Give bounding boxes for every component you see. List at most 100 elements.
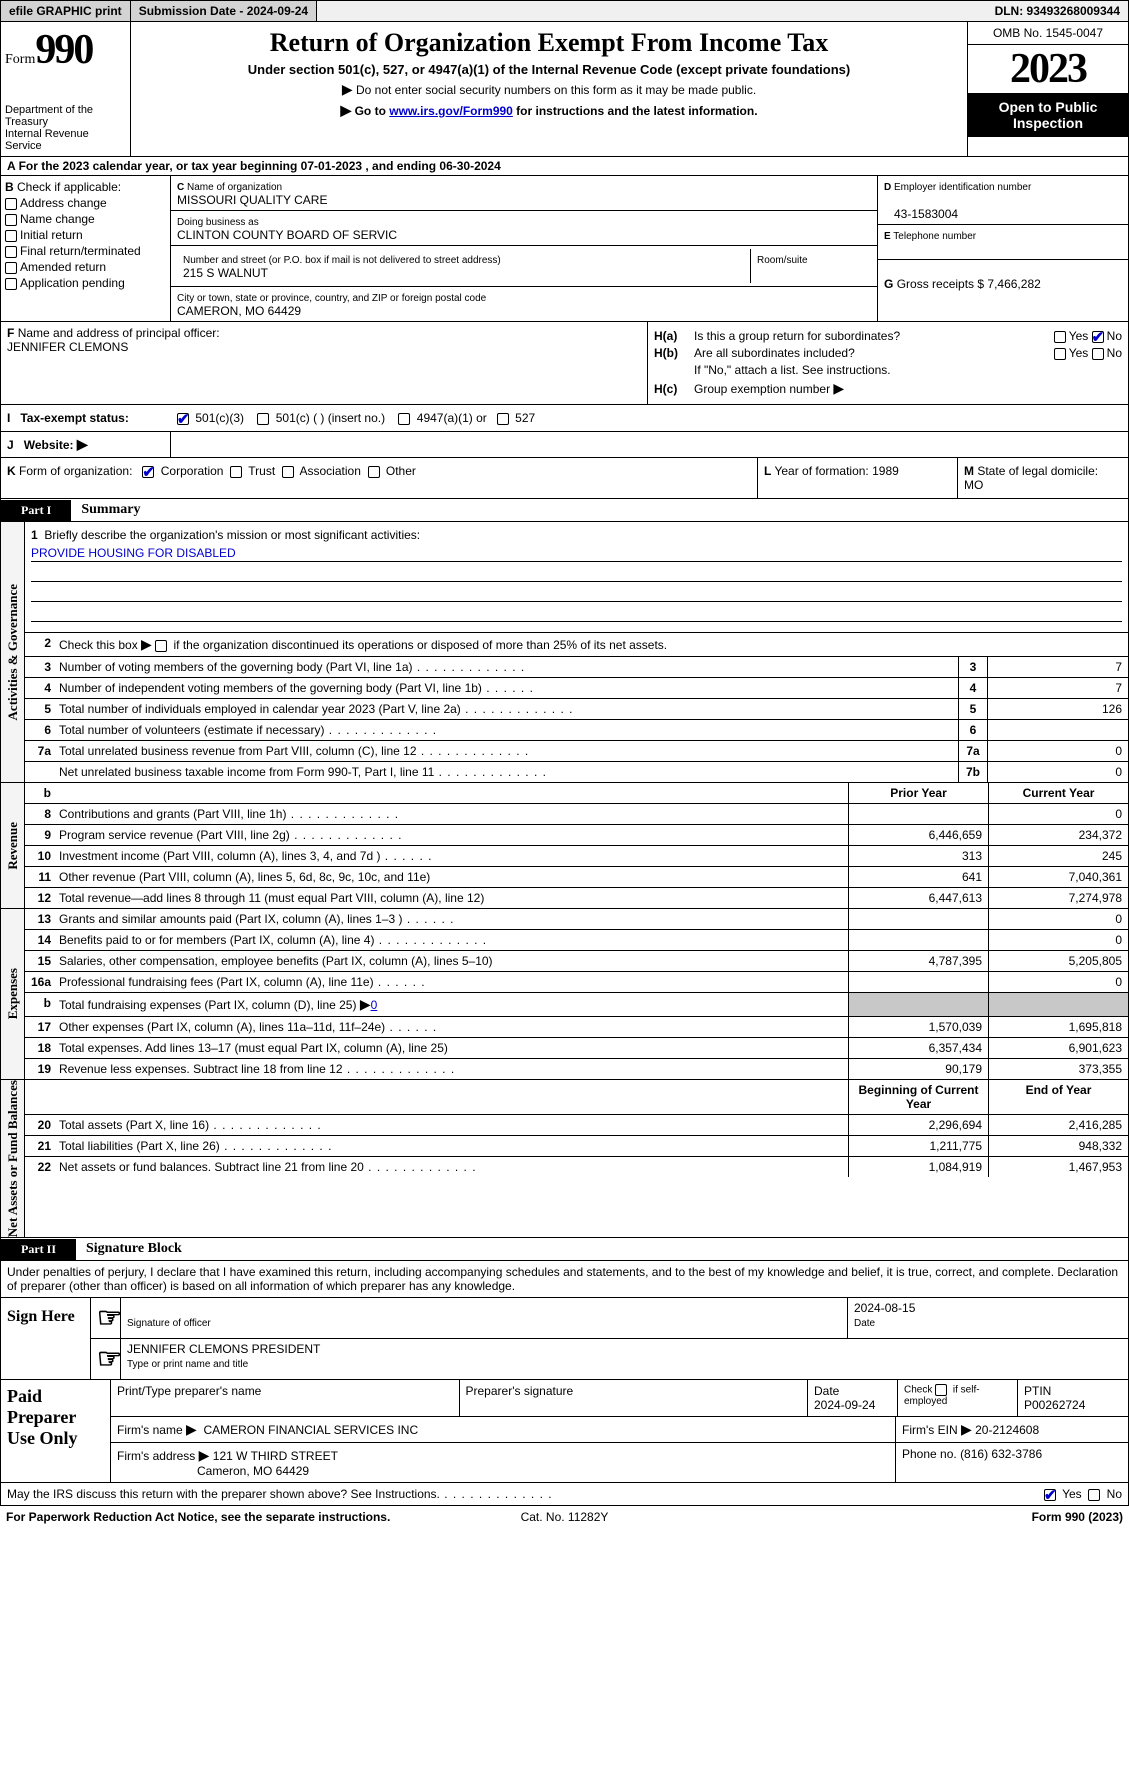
firm-addr1: 121 W THIRD STREET [213, 1449, 338, 1463]
efile-label[interactable]: efile GRAPHIC print [1, 1, 131, 21]
c10: 245 [988, 846, 1128, 866]
form-number: Form990 [5, 26, 126, 74]
v3: 7 [988, 657, 1128, 677]
p15: 4,787,395 [848, 951, 988, 971]
gross-receipts: 7,466,282 [987, 277, 1040, 291]
p17: 1,570,039 [848, 1017, 988, 1037]
omb: OMB No. 1545-0047 [968, 22, 1128, 45]
discuss-yes[interactable] [1044, 1489, 1056, 1501]
v4: 7 [988, 678, 1128, 698]
sign-arrow-icon-2: ☞ [91, 1339, 121, 1379]
form-subtitle-3: ▶ Go to www.irs.gov/Form990 for instruct… [151, 102, 947, 119]
c15: 5,205,805 [988, 951, 1128, 971]
firm-ein: 20-2124608 [975, 1423, 1039, 1437]
open-inspection: Open to Public Inspection [968, 93, 1128, 137]
revenue-section: Revenue bPrior YearCurrent Year 8Contrib… [0, 783, 1129, 909]
p11: 641 [848, 867, 988, 887]
domicile: MO [964, 478, 983, 492]
p18: 6,357,434 [848, 1038, 988, 1058]
fundraising-total: 0 [371, 998, 378, 1012]
section-fh: F Name and address of principal officer:… [0, 322, 1129, 405]
p12: 6,447,613 [848, 888, 988, 908]
hb-no[interactable] [1092, 348, 1104, 360]
cb-addr-change[interactable]: Address change [5, 196, 166, 210]
c17: 1,695,818 [988, 1017, 1128, 1037]
preparer-block: Paid Preparer Use Only Print/Type prepar… [0, 1380, 1129, 1483]
netassets-section: Net Assets or Fund Balances Beginning of… [0, 1080, 1129, 1238]
v6 [988, 720, 1128, 740]
expenses-section: Expenses 13Grants and similar amounts pa… [0, 909, 1129, 1080]
officer-sig: JENNIFER CLEMONS PRESIDENT [127, 1342, 320, 1356]
footer: For Paperwork Reduction Act Notice, see … [0, 1506, 1129, 1528]
ptin: P00262724 [1024, 1398, 1085, 1412]
year-formation: 1989 [872, 464, 899, 478]
discuss-row: May the IRS discuss this return with the… [0, 1483, 1129, 1506]
ha-yes[interactable] [1054, 331, 1066, 343]
p10: 313 [848, 846, 988, 866]
p20: 2,296,694 [848, 1115, 988, 1135]
cb-name-change[interactable]: Name change [5, 212, 166, 226]
sign-here-block: Sign Here ☞ Signature of officer 2024-08… [0, 1298, 1129, 1380]
p22: 1,084,919 [848, 1157, 988, 1177]
org-name: MISSOURI QUALITY CARE [177, 193, 327, 207]
c8: 0 [988, 804, 1128, 824]
ha-no[interactable] [1092, 331, 1104, 343]
v7b: 0 [988, 762, 1128, 782]
irs-link[interactable]: www.irs.gov/Form990 [389, 104, 513, 118]
c13: 0 [988, 909, 1128, 929]
cb-4947[interactable] [398, 413, 410, 425]
street: 215 S WALNUT [183, 266, 268, 280]
cb-527[interactable] [497, 413, 509, 425]
cb-initial[interactable]: Initial return [5, 228, 166, 242]
c9: 234,372 [988, 825, 1128, 845]
box-b: B Check if applicable: Address change Na… [1, 176, 171, 321]
p21: 1,211,775 [848, 1136, 988, 1156]
c18: 6,901,623 [988, 1038, 1128, 1058]
discuss-no[interactable] [1088, 1489, 1100, 1501]
cb-501c3[interactable] [177, 413, 189, 425]
cb-amended[interactable]: Amended return [5, 260, 166, 274]
cb-discontinued[interactable] [155, 640, 167, 652]
mission-text: PROVIDE HOUSING FOR DISABLED [31, 546, 1122, 562]
hb-yes[interactable] [1054, 348, 1066, 360]
perjury-declaration: Under penalties of perjury, I declare th… [0, 1261, 1129, 1298]
form-subtitle-1: Under section 501(c), 527, or 4947(a)(1)… [151, 62, 947, 77]
sign-arrow-icon: ☞ [91, 1298, 121, 1338]
city: CAMERON, MO 64429 [177, 304, 301, 318]
form-header: Form990 Department of the Treasury Inter… [0, 22, 1129, 157]
cb-app-pending[interactable]: Application pending [5, 276, 166, 290]
firm-phone: (816) 632-3786 [960, 1447, 1042, 1461]
c19: 373,355 [988, 1059, 1128, 1079]
cb-corp[interactable] [142, 466, 154, 478]
firm-addr2: Cameron, MO 64429 [117, 1464, 309, 1478]
v5: 126 [988, 699, 1128, 719]
cb-assoc[interactable] [282, 466, 294, 478]
irs: Internal Revenue Service [5, 128, 126, 152]
v7a: 0 [988, 741, 1128, 761]
c12: 7,274,978 [988, 888, 1128, 908]
cb-self-employed[interactable] [935, 1384, 947, 1396]
p9: 6,446,659 [848, 825, 988, 845]
prep-date: 2024-09-24 [814, 1398, 875, 1412]
c11: 7,040,361 [988, 867, 1128, 887]
tax-status-row: I Tax-exempt status: 501(c)(3) 501(c) ( … [0, 405, 1129, 432]
cb-other[interactable] [368, 466, 380, 478]
part1-header: Part I Summary [0, 499, 1129, 522]
officer-name: JENNIFER CLEMONS [7, 340, 641, 354]
cb-final[interactable]: Final return/terminated [5, 244, 166, 258]
firm-name: CAMERON FINANCIAL SERVICES INC [203, 1423, 418, 1437]
p19: 90,179 [848, 1059, 988, 1079]
cb-trust[interactable] [230, 466, 242, 478]
submission-date: Submission Date - 2024-09-24 [131, 1, 317, 21]
c21: 948,332 [988, 1136, 1128, 1156]
top-bar: efile GRAPHIC print Submission Date - 20… [0, 0, 1129, 22]
dln: DLN: 93493268009344 [987, 1, 1128, 21]
sig-date: 2024-08-15 [854, 1301, 915, 1315]
klm-row: K Form of organization: Corporation Trus… [0, 458, 1129, 499]
part2-header: Part II Signature Block [0, 1238, 1129, 1261]
row-a: A For the 2023 calendar year, or tax yea… [0, 157, 1129, 176]
ein: 43-1583004 [884, 207, 958, 221]
header-entity-block: B Check if applicable: Address change Na… [0, 176, 1129, 322]
cb-501c[interactable] [257, 413, 269, 425]
gov-section: Activities & Governance 1 Briefly descri… [0, 522, 1129, 783]
